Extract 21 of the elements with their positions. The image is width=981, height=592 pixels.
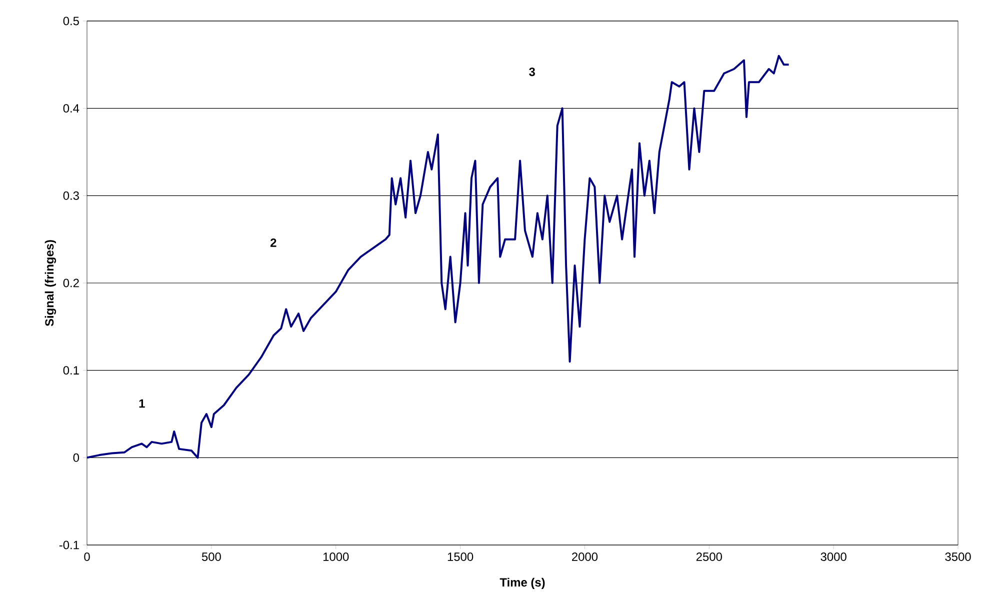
y-axis-title: Signal (fringes) bbox=[44, 240, 56, 326]
x-tick-label: 0 bbox=[84, 552, 90, 561]
annotation: 1 bbox=[139, 399, 145, 408]
y-tick-label: 0.2 bbox=[63, 278, 79, 288]
x-tick-label: 1000 bbox=[323, 552, 349, 561]
x-tick-label: 500 bbox=[202, 552, 221, 561]
x-tick-label: 2000 bbox=[572, 552, 598, 561]
x-tick-label: 3500 bbox=[945, 552, 971, 561]
x-tick-label: 1500 bbox=[448, 552, 474, 561]
y-tick-label: 0.3 bbox=[63, 191, 79, 200]
annotation: 3 bbox=[529, 67, 535, 76]
line-series bbox=[87, 54, 790, 459]
x-tick-label: 2500 bbox=[696, 552, 722, 561]
y-tick-label: 0.4 bbox=[63, 104, 80, 112]
y-tick-label: -0.1 bbox=[59, 540, 79, 550]
x-axis-title: Time (s) bbox=[500, 578, 545, 589]
y-tick-label: 0.1 bbox=[63, 366, 79, 374]
annotation: 2 bbox=[270, 238, 276, 247]
y-tick-label: 0.5 bbox=[63, 16, 79, 26]
y-tick-label: 0 bbox=[73, 453, 80, 462]
x-tick-label: 3000 bbox=[820, 552, 846, 561]
